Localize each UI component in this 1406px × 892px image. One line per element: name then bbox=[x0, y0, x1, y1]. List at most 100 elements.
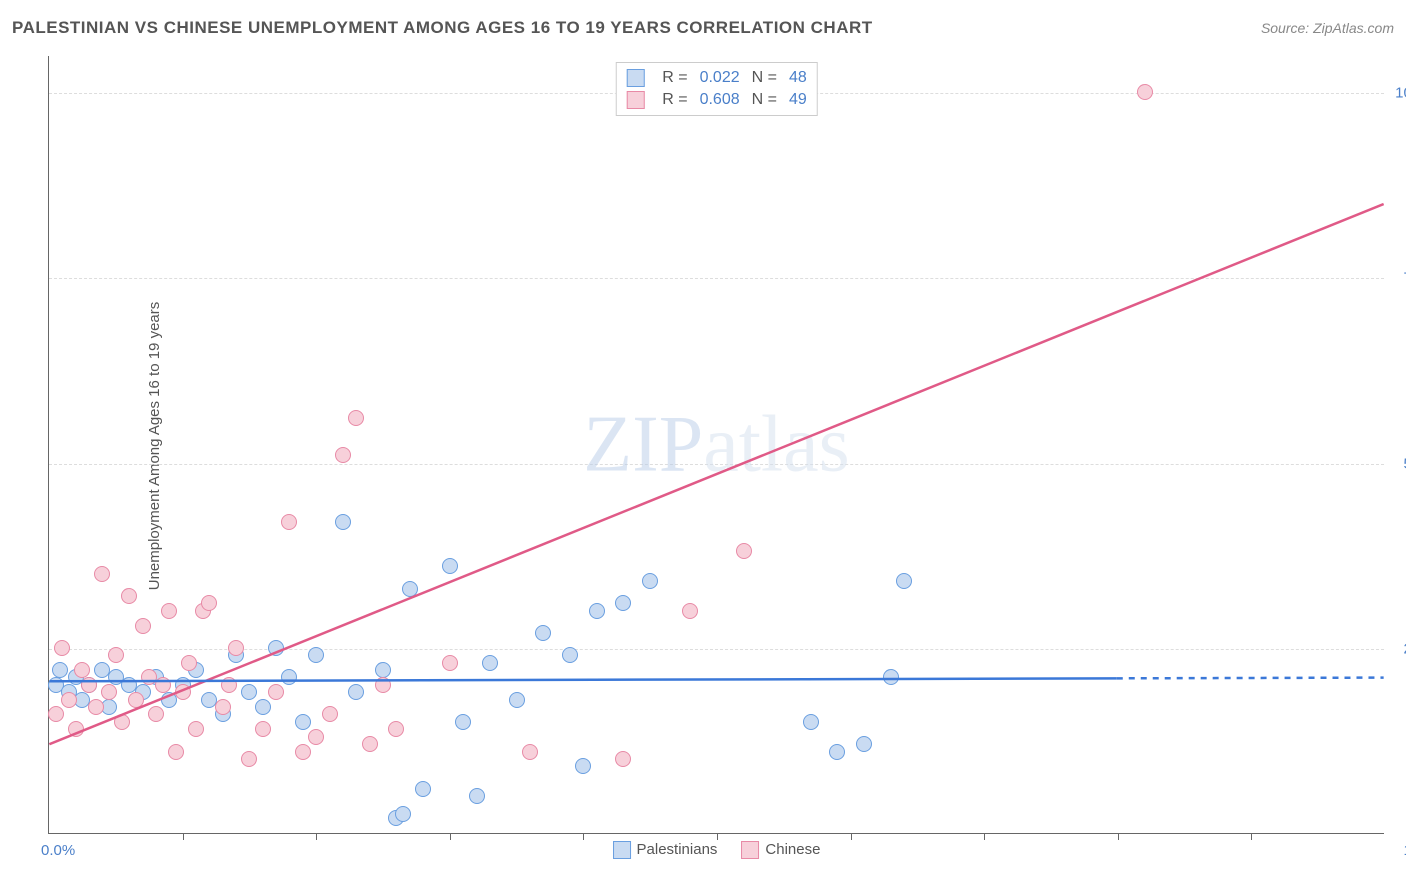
data-point bbox=[241, 751, 257, 767]
data-point bbox=[128, 692, 144, 708]
data-point bbox=[615, 751, 631, 767]
data-point bbox=[295, 714, 311, 730]
data-point bbox=[348, 410, 364, 426]
chart-area: ZIPatlas R =0.022N =48R =0.608N =49 0.0%… bbox=[48, 56, 1384, 834]
watermark-zip: ZIP bbox=[583, 400, 703, 488]
data-point bbox=[155, 677, 171, 693]
x-tick bbox=[851, 833, 852, 840]
legend-swatch bbox=[741, 841, 759, 859]
data-point bbox=[54, 640, 70, 656]
data-point bbox=[168, 744, 184, 760]
legend-series: Palestinians Chinese bbox=[613, 841, 821, 859]
x-tick bbox=[183, 833, 184, 840]
data-point bbox=[188, 721, 204, 737]
legend-correlation: R = 0.022 N = 48 R = 0.608 N = 49 bbox=[615, 62, 818, 116]
legend-item: Palestinians bbox=[613, 841, 718, 859]
legend-swatch bbox=[626, 69, 644, 87]
data-point bbox=[268, 684, 284, 700]
data-point bbox=[509, 692, 525, 708]
data-point bbox=[108, 647, 124, 663]
data-point bbox=[375, 677, 391, 693]
data-point bbox=[295, 744, 311, 760]
data-point bbox=[522, 744, 538, 760]
legend-row: R = 0.022 N = 48 bbox=[626, 67, 807, 89]
data-point bbox=[642, 573, 658, 589]
regression-lines bbox=[49, 56, 1384, 833]
title-bar: PALESTINIAN VS CHINESE UNEMPLOYMENT AMON… bbox=[12, 18, 1394, 38]
data-point bbox=[48, 706, 64, 722]
data-point bbox=[215, 699, 231, 715]
data-point bbox=[175, 684, 191, 700]
data-point bbox=[255, 721, 271, 737]
data-point bbox=[94, 566, 110, 582]
y-tick-label: 100.0% bbox=[1395, 85, 1406, 102]
data-point bbox=[682, 603, 698, 619]
legend-swatch bbox=[626, 91, 644, 109]
data-point bbox=[335, 447, 351, 463]
data-point bbox=[375, 662, 391, 678]
data-point bbox=[181, 655, 197, 671]
r-label: R = bbox=[662, 69, 687, 87]
n-value: 49 bbox=[789, 91, 807, 109]
n-label: N = bbox=[752, 91, 777, 109]
data-point bbox=[68, 721, 84, 737]
data-point bbox=[281, 669, 297, 685]
data-point bbox=[308, 647, 324, 663]
chart-title: PALESTINIAN VS CHINESE UNEMPLOYMENT AMON… bbox=[12, 18, 873, 38]
data-point bbox=[562, 647, 578, 663]
data-point bbox=[535, 625, 551, 641]
data-point bbox=[362, 736, 378, 752]
legend-row: R = 0.608 N = 49 bbox=[626, 89, 807, 111]
data-point bbox=[135, 618, 151, 634]
data-point bbox=[856, 736, 872, 752]
n-value: 48 bbox=[789, 69, 807, 87]
data-point bbox=[395, 806, 411, 822]
source-label: Source: ZipAtlas.com bbox=[1261, 20, 1394, 36]
data-point bbox=[322, 706, 338, 722]
r-value: 0.608 bbox=[700, 91, 740, 109]
legend-label: Chinese bbox=[765, 841, 820, 858]
gridline bbox=[49, 464, 1384, 465]
x-tick bbox=[984, 833, 985, 840]
data-point bbox=[308, 729, 324, 745]
legend-item: Chinese bbox=[741, 841, 820, 859]
x-tick bbox=[583, 833, 584, 840]
gridline bbox=[49, 649, 1384, 650]
data-point bbox=[121, 588, 137, 604]
data-point bbox=[442, 558, 458, 574]
data-point bbox=[442, 655, 458, 671]
data-point bbox=[335, 514, 351, 530]
data-point bbox=[896, 573, 912, 589]
x-tick-label-0: 0.0% bbox=[41, 842, 75, 859]
data-point bbox=[482, 655, 498, 671]
data-point bbox=[575, 758, 591, 774]
watermark-atlas: atlas bbox=[703, 400, 850, 488]
data-point bbox=[803, 714, 819, 730]
n-label: N = bbox=[752, 69, 777, 87]
r-label: R = bbox=[662, 91, 687, 109]
x-tick bbox=[717, 833, 718, 840]
data-point bbox=[1137, 84, 1153, 100]
data-point bbox=[255, 699, 271, 715]
legend-swatch bbox=[613, 841, 631, 859]
gridline bbox=[49, 278, 1384, 279]
data-point bbox=[268, 640, 284, 656]
data-point bbox=[589, 603, 605, 619]
data-point bbox=[61, 692, 77, 708]
x-tick bbox=[1118, 833, 1119, 840]
data-point bbox=[615, 595, 631, 611]
data-point bbox=[81, 677, 97, 693]
data-point bbox=[74, 662, 90, 678]
x-tick bbox=[316, 833, 317, 840]
data-point bbox=[469, 788, 485, 804]
data-point bbox=[148, 706, 164, 722]
data-point bbox=[228, 640, 244, 656]
legend-label: Palestinians bbox=[637, 841, 718, 858]
x-tick bbox=[1251, 833, 1252, 840]
data-point bbox=[281, 514, 297, 530]
data-point bbox=[52, 662, 68, 678]
data-point bbox=[402, 581, 418, 597]
x-tick bbox=[450, 833, 451, 840]
data-point bbox=[829, 744, 845, 760]
r-value: 0.022 bbox=[700, 69, 740, 87]
